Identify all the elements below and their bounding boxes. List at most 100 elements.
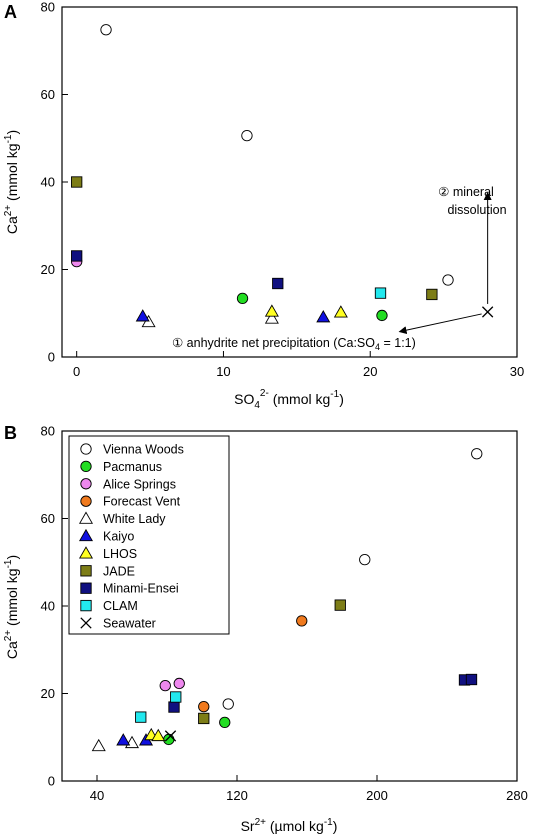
legend-label: Pacmanus [103,460,162,474]
panel-b-y-axis-title: Ca2+ (mmol kg-1) [3,555,20,659]
legend-item-minami-ensei: Minami-Ensei [80,582,179,596]
point-lhos [333,305,348,318]
legend-label: Seawater [103,617,156,631]
point-pacmanus [163,733,175,746]
point-seawater [164,730,177,742]
panel-a: A 0 10 20 30 0 20 40 60 80 SO42- (mmol kg-1) Ca… [3,0,524,411]
panel-a-y-ticks: 0 20 40 60 80 [41,0,68,365]
legend-label: LHOS [103,547,137,561]
panel-b-x-axis-title: Sr2+ (µmol kg-1) [241,817,338,834]
point-alice-springs [159,679,171,692]
point-vienna-woods [442,274,454,286]
point-minami-ensei [168,701,180,713]
panel-a-y-axis-title: Ca2+ (mmol kg-1) [3,130,20,234]
point-minami-ensei [71,250,83,262]
y-tick-label: 20 [41,262,55,277]
point-pacmanus [219,716,231,729]
legend-marker-clam [80,599,92,612]
point-jade [198,712,210,725]
point-vienna-woods [241,129,253,142]
point-jade [334,599,346,611]
point-alice-springs [173,677,185,690]
legend-marker-pacmanus [80,460,92,473]
legend-item-white-lady: White Lady [78,511,166,526]
x-tick-label: 30 [510,364,524,379]
legend-box [68,435,230,635]
point-seawater [481,306,494,318]
y-tick-label: 60 [41,87,55,102]
x-tick-label: 120 [226,788,248,803]
legend-marker-vienna-woods [80,443,92,455]
point-vienna-woods [100,24,112,36]
point-clam [135,711,147,723]
y-tick-label: 40 [41,599,55,614]
legend-label: Kaiyo [103,530,134,544]
panel-b-legend: Vienna Woods Pacmanus Alice Springs Forecas… [68,435,230,635]
y-tick-label: 80 [41,424,55,439]
point-pacmanus [236,292,249,305]
point-minami-ensei [272,277,284,290]
legend-item-alice-springs: Alice Springs [80,477,176,491]
point-lhos [151,728,166,742]
panel-b-y-ticks: 0 20 40 60 80 [41,424,68,789]
panel-b-label: B [4,423,17,443]
legend-label: CLAM [103,599,138,613]
legend-item-pacmanus: Pacmanus [80,460,162,474]
legend-label: JADE [103,564,135,578]
point-jade [71,176,83,188]
panel-a-x-ticks: 0 10 20 30 [73,351,524,379]
panel-b: B 40 120 200 280 0 20 40 60 80 Sr2+ (µmol kg-1)… [3,423,528,834]
legend-marker-minami-ensei [80,582,92,594]
point-kaiyo [316,310,331,323]
anhydrite-precipitation-arrow [398,313,482,335]
mineral-dissolution-label-line1: ② mineral [438,185,494,199]
y-tick-label: 0 [48,774,55,789]
legend-marker-forecast-vent [80,495,92,507]
x-tick-label: 20 [363,364,377,379]
y-tick-label: 60 [41,511,55,526]
panel-a-frame [61,6,518,358]
panel-b-x-ticks: 40 120 200 280 [90,775,528,803]
legend-marker-alice-springs [80,478,92,490]
legend-marker-white-lady [78,511,94,524]
point-jade [426,288,438,301]
y-tick-label: 20 [41,686,55,701]
legend-label: Vienna Woods [103,443,184,457]
panel-a-x-axis-title: SO42- (mmol kg-1) [234,388,344,411]
point-minami-ensei [465,673,478,686]
legend-label: White Lady [103,512,166,526]
legend-item-clam: CLAM [80,599,138,613]
legend-label: Forecast Vent [103,495,181,509]
legend-label: Alice Springs [103,477,176,491]
x-tick-label: 10 [216,364,230,379]
y-tick-label: 80 [41,0,55,15]
legend-label: Minami-Ensei [103,582,179,596]
x-tick-label: 40 [90,788,104,803]
panel-b-points [91,448,483,752]
point-forecast-vent [198,700,210,713]
point-vienna-woods [222,698,234,710]
y-tick-label: 40 [41,175,55,190]
legend-item-kaiyo: Kaiyo [78,528,134,544]
legend-marker-jade [80,565,92,577]
legend-item-vienna-woods: Vienna Woods [80,443,184,457]
x-tick-label: 0 [73,364,80,379]
legend-item-jade: JADE [80,564,135,578]
mineral-dissolution-label-line2: dissolution [447,203,506,217]
point-lhos [264,304,279,317]
point-white-lady [91,738,106,752]
panel-a-points [71,24,494,328]
legend-marker-seawater [80,617,92,629]
point-kaiyo [116,733,131,746]
point-vienna-woods [471,448,483,460]
legend-marker-kaiyo [78,528,94,542]
anhydrite-precipitation-label: ① anhydrite net precipitation (Ca:SO4 = … [172,336,416,352]
point-vienna-woods [359,553,371,566]
panel-a-label: A [4,2,17,22]
x-tick-label: 200 [366,788,388,803]
point-clam [374,287,387,299]
point-forecast-vent [296,615,308,627]
point-pacmanus [376,309,388,322]
legend-item-forecast-vent: Forecast Vent [80,495,181,509]
